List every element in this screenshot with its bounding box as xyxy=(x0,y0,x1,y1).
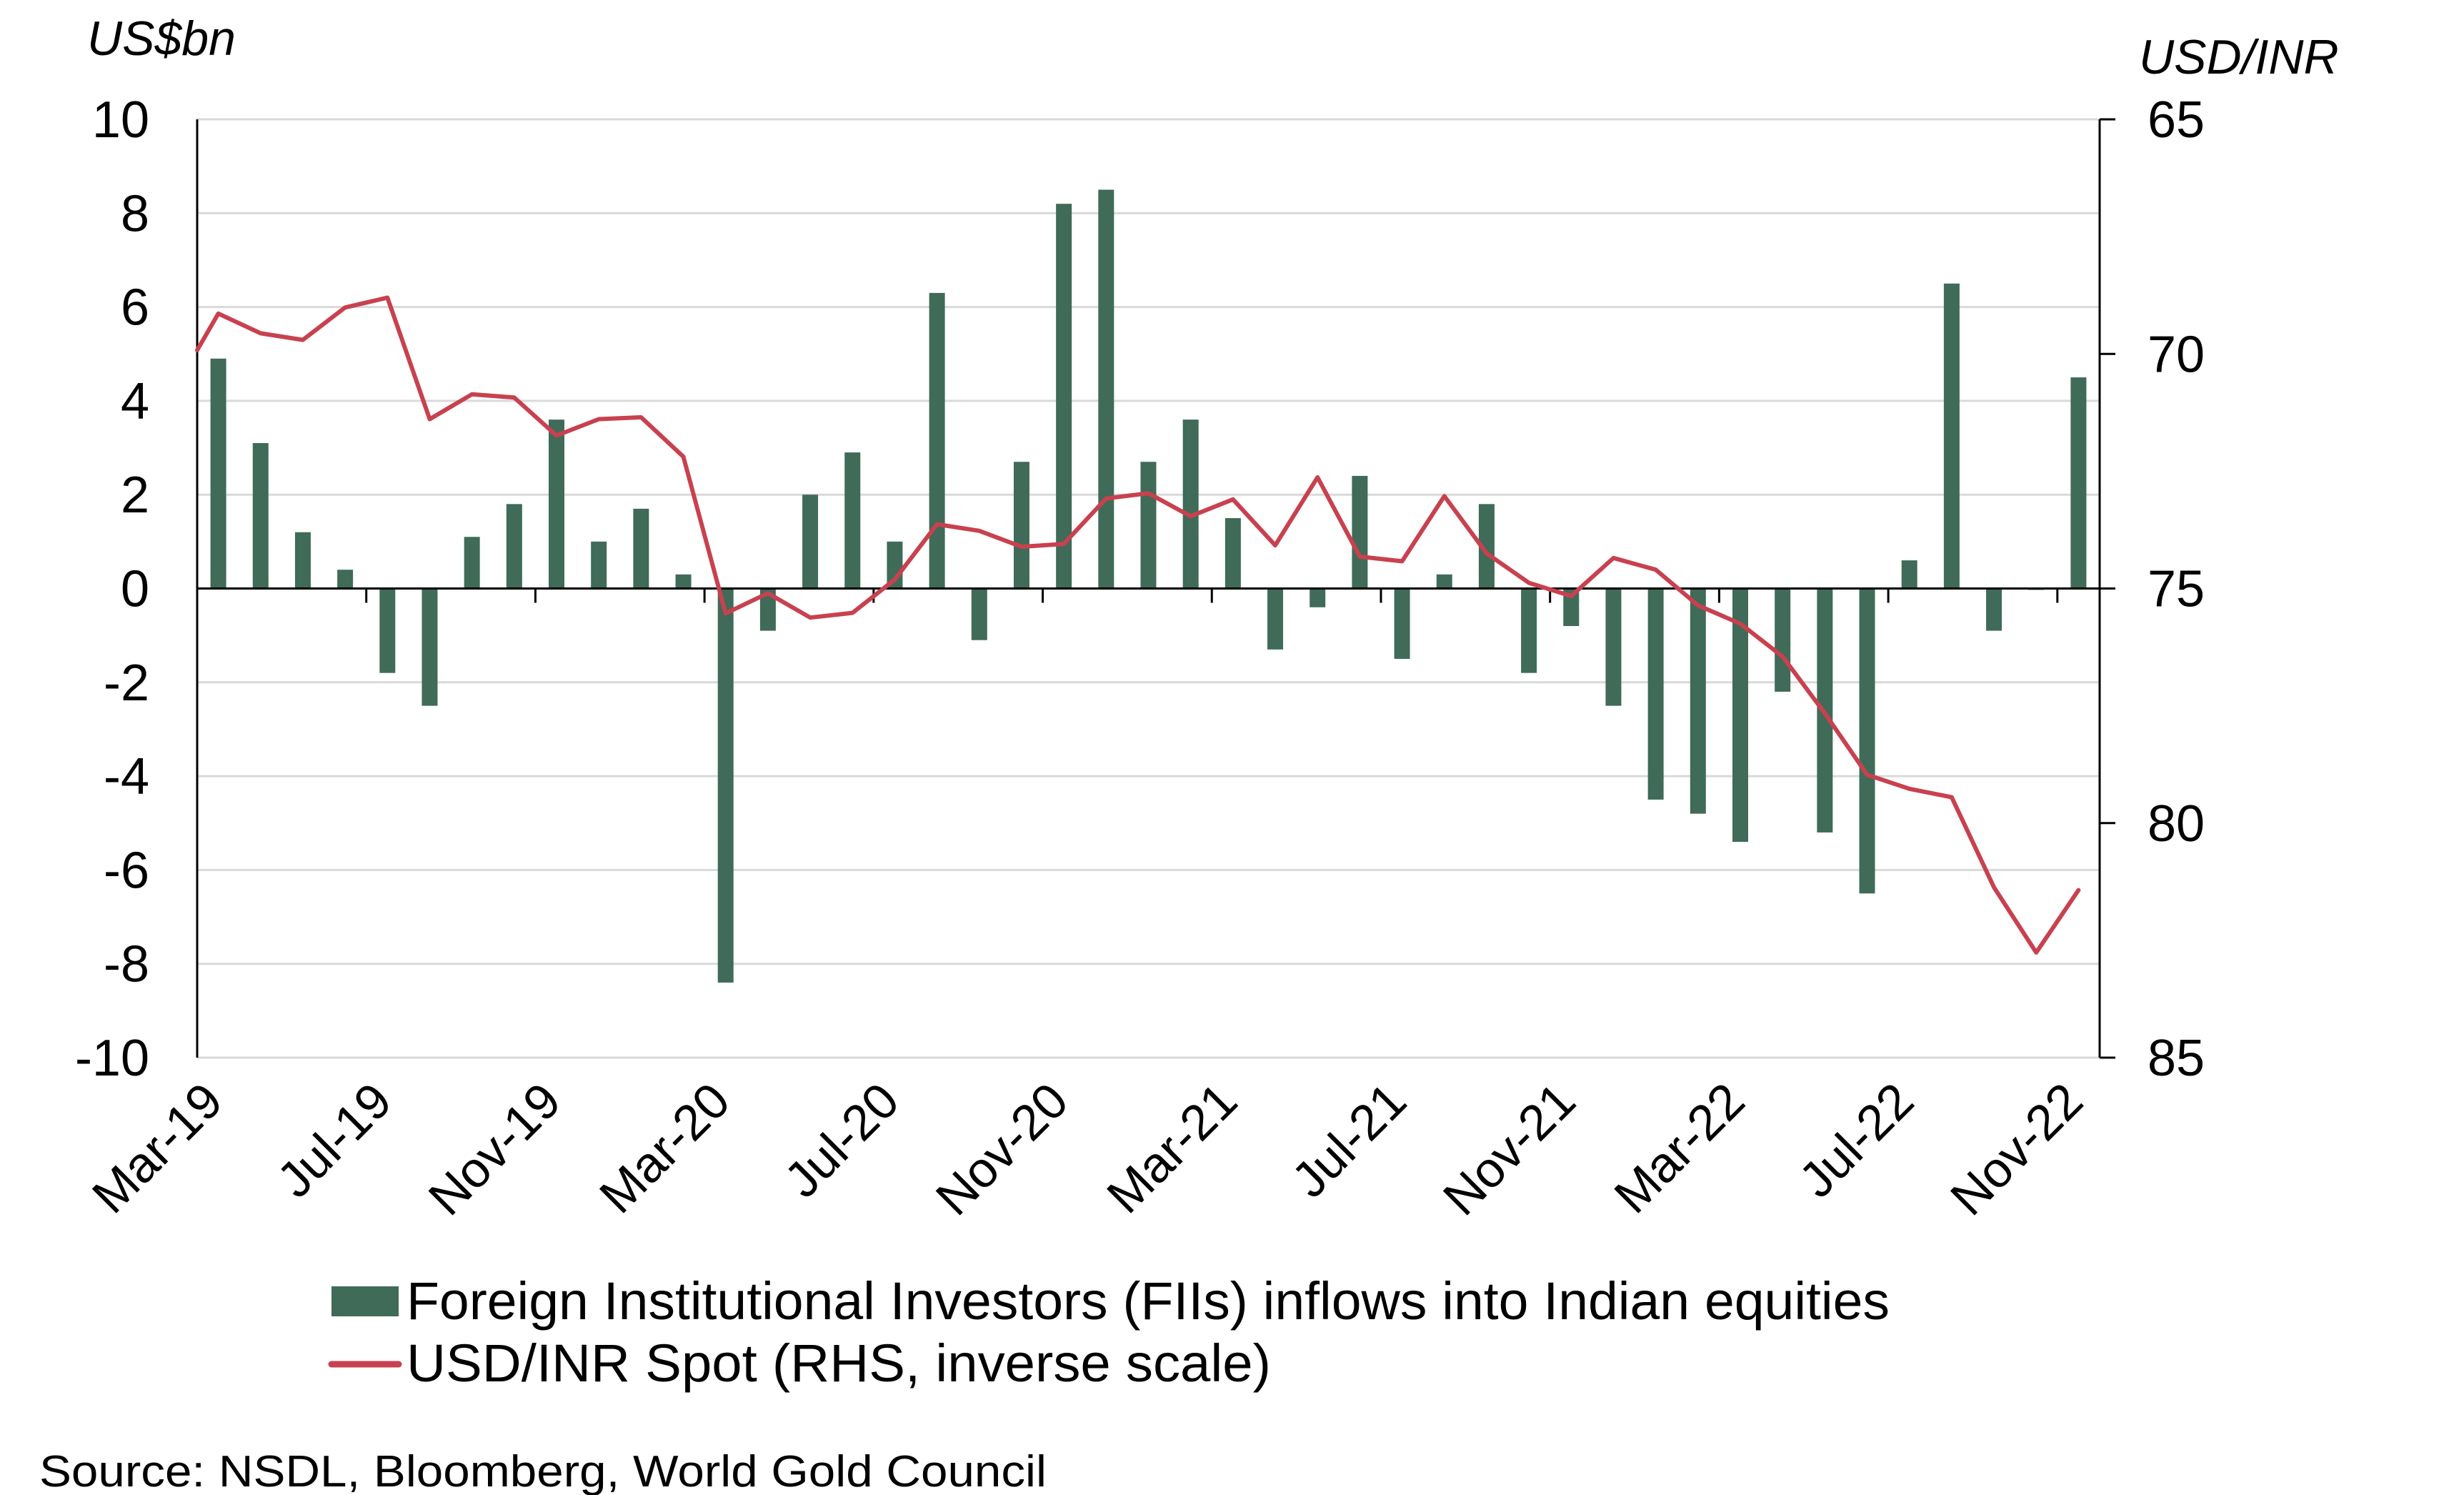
right-axis-tick-label: 70 xyxy=(2148,326,2205,383)
fii-bar xyxy=(971,588,987,640)
right-axis-tick-label: 65 xyxy=(2148,91,2205,149)
right-axis-unit-label: USD/INR xyxy=(2139,30,2339,84)
fii-bar xyxy=(252,442,269,589)
left-axis-tick-label: 4 xyxy=(121,373,149,430)
fii-bar xyxy=(1986,588,2002,631)
left-axis-tick-label: 10 xyxy=(92,91,149,149)
fii-bar xyxy=(1775,588,1791,692)
fii-bar xyxy=(1013,462,1029,589)
left-axis-tick-label: 0 xyxy=(121,561,149,618)
fii-bar xyxy=(633,508,649,589)
right-axis-tick-label: 80 xyxy=(2148,795,2205,853)
fii-bar xyxy=(802,495,819,589)
fii-bar xyxy=(844,452,861,589)
fii-bar xyxy=(506,504,522,589)
fii-bar xyxy=(1563,588,1580,627)
fii-bar xyxy=(1224,518,1241,589)
fii-bar xyxy=(717,588,734,983)
legend-item-fii[interactable]: Foreign Institutional Investors (FIIs) i… xyxy=(331,1271,1890,1331)
left-axis-tick-label: 2 xyxy=(121,467,149,524)
usdinr-line xyxy=(195,295,2081,955)
fii-bar xyxy=(1394,588,1410,659)
fii-bar xyxy=(2070,377,2087,589)
fii-bar xyxy=(1732,588,1748,843)
legend-bar-swatch xyxy=(331,1286,399,1316)
fii-bar xyxy=(1901,560,1917,589)
left-axis-unit-label: US$bn xyxy=(87,11,236,66)
fii-bar xyxy=(337,570,354,589)
fii-bar xyxy=(591,541,607,589)
fii-bar xyxy=(1943,283,1960,589)
right-axis-tick-label: 85 xyxy=(2148,1030,2205,1087)
gridlines xyxy=(197,118,2100,1059)
fii-bar xyxy=(759,588,776,631)
legend-label-usdinr: USD/INR Spot (RHS, inverse scale) xyxy=(406,1333,1271,1393)
fii-bar xyxy=(1647,588,1664,800)
fii-bar xyxy=(1690,588,1706,814)
fii-bar xyxy=(1521,588,1537,673)
right-axis-tick-label: 75 xyxy=(2148,561,2205,618)
fii-bar xyxy=(294,532,311,589)
usdinr-line-layer xyxy=(195,295,2081,955)
fii-bar xyxy=(549,419,565,589)
left-axis-tick-label: 6 xyxy=(121,279,149,337)
legend: Foreign Institutional Investors (FIIs) i… xyxy=(328,1271,1890,1393)
left-axis-tick-label: -4 xyxy=(104,748,149,805)
fii-bar xyxy=(464,537,480,589)
left-axis-tick-label: -2 xyxy=(104,655,149,712)
fii-bar xyxy=(1182,419,1199,589)
fii-bar xyxy=(929,292,945,589)
fii-bar xyxy=(1436,574,1452,589)
left-axis-tick-label: -8 xyxy=(104,936,149,993)
fii-bar xyxy=(210,358,226,589)
left-axis-tick-label: -10 xyxy=(75,1030,149,1087)
fii-bar xyxy=(1478,504,1495,589)
fii-bar xyxy=(1056,204,1072,589)
fii-bar xyxy=(1605,588,1622,706)
source-note: Source: NSDL, Bloomberg, World Gold Coun… xyxy=(39,1447,1047,1495)
fii-bar xyxy=(1098,189,1114,589)
fii-bar xyxy=(1859,588,1875,894)
fii-bar xyxy=(1310,588,1326,607)
fii-bar xyxy=(422,588,438,706)
fii-bar xyxy=(1352,475,1368,589)
legend-item-usdinr[interactable]: USD/INR Spot (RHS, inverse scale) xyxy=(328,1333,1271,1393)
axes xyxy=(196,118,2115,1059)
legend-label-fii: Foreign Institutional Investors (FIIs) i… xyxy=(406,1271,1890,1331)
left-axis-tick-label: -6 xyxy=(104,842,149,899)
fii-bar xyxy=(1267,588,1284,650)
fii-bar xyxy=(379,588,396,673)
left-axis-tick-label: 8 xyxy=(121,185,149,242)
fii-bar xyxy=(675,574,692,589)
fii-bar xyxy=(1140,462,1157,589)
fii-bars xyxy=(210,189,2087,983)
